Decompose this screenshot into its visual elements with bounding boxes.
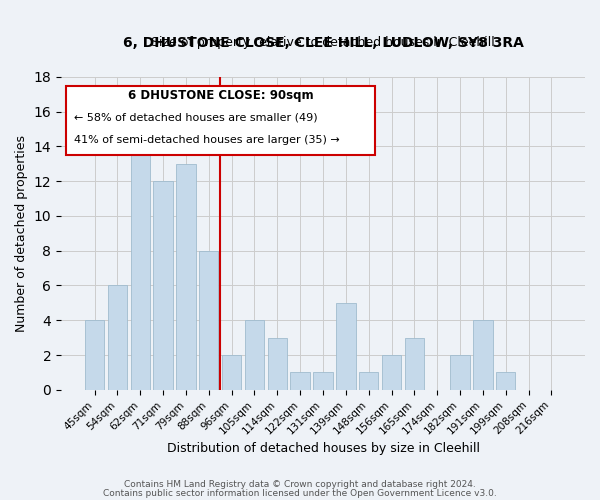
Bar — [107, 286, 127, 390]
Bar — [473, 320, 493, 390]
Text: 41% of semi-detached houses are larger (35) →: 41% of semi-detached houses are larger (… — [74, 135, 340, 145]
Bar — [313, 372, 333, 390]
Bar — [85, 320, 104, 390]
Bar — [131, 146, 150, 390]
Text: Contains public sector information licensed under the Open Government Licence v3: Contains public sector information licen… — [103, 490, 497, 498]
X-axis label: Distribution of detached houses by size in Cleehill: Distribution of detached houses by size … — [167, 442, 479, 455]
Bar — [382, 355, 401, 390]
Bar — [336, 303, 356, 390]
Bar — [154, 181, 173, 390]
Bar — [451, 355, 470, 390]
Bar — [199, 250, 218, 390]
Bar — [268, 338, 287, 390]
Text: 6 DHUSTONE CLOSE: 90sqm: 6 DHUSTONE CLOSE: 90sqm — [128, 90, 314, 102]
FancyBboxPatch shape — [66, 86, 376, 155]
Bar — [404, 338, 424, 390]
Text: 6, DHUSTONE CLOSE, CLEE HILL, LUDLOW, SY8 3RA: 6, DHUSTONE CLOSE, CLEE HILL, LUDLOW, SY… — [122, 36, 523, 50]
Bar — [496, 372, 515, 390]
Text: Contains HM Land Registry data © Crown copyright and database right 2024.: Contains HM Land Registry data © Crown c… — [124, 480, 476, 489]
Bar — [222, 355, 241, 390]
Text: ← 58% of detached houses are smaller (49): ← 58% of detached houses are smaller (49… — [74, 112, 318, 122]
Bar — [176, 164, 196, 390]
Y-axis label: Number of detached properties: Number of detached properties — [15, 135, 28, 332]
Bar — [359, 372, 379, 390]
Bar — [290, 372, 310, 390]
Title: Size of property relative to detached houses in Cleehill: Size of property relative to detached ho… — [151, 36, 495, 49]
Bar — [245, 320, 264, 390]
